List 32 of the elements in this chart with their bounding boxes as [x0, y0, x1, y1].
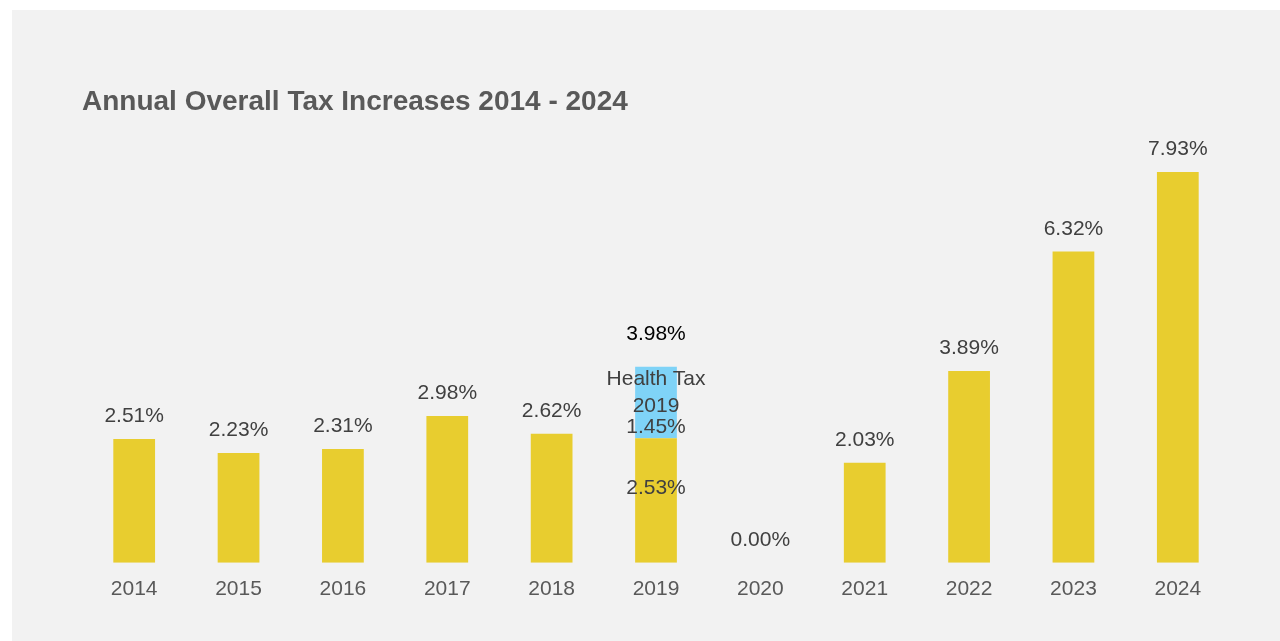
data-label: 0.00% — [730, 527, 791, 551]
data-label: 2.98% — [417, 380, 478, 404]
bar — [426, 415, 469, 563]
total-label: 3.98% — [626, 320, 686, 344]
data-label: 2.51% — [104, 403, 164, 427]
bar — [113, 439, 156, 563]
data-label: 3.89% — [939, 335, 999, 359]
x-tick-label: 2024 — [1154, 576, 1202, 600]
x-tick-label: 2019 — [632, 576, 680, 600]
data-label: 2.62% — [521, 398, 582, 421]
x-tick-label: 2014 — [110, 576, 158, 600]
x-tick-label: 2016 — [319, 576, 367, 600]
x-tick-label: 2021 — [841, 576, 889, 600]
data-label: 7.93% — [1148, 136, 1208, 160]
bar — [948, 371, 990, 563]
x-tick-label: 2022 — [945, 576, 993, 600]
x-tick-label: 2017 — [423, 576, 471, 600]
x-tick-label: 2020 — [737, 576, 784, 600]
chart-title: Annual Overall Tax Increases 2014 - 2024 — [82, 84, 629, 116]
bar — [217, 452, 260, 563]
data-label: 2.31% — [313, 413, 373, 437]
bar — [843, 462, 886, 563]
bar — [530, 433, 573, 563]
x-tick-label: 2023 — [1050, 576, 1097, 600]
data-label: 2.23% — [208, 417, 269, 441]
data-label: 2.03% — [834, 427, 895, 451]
x-tick-label: 2018 — [528, 576, 575, 600]
bar — [322, 448, 364, 563]
bar — [1156, 172, 1199, 563]
x-tick-label: 2015 — [215, 576, 262, 600]
bar — [1052, 251, 1095, 563]
data-label: 6.32% — [1043, 215, 1104, 239]
